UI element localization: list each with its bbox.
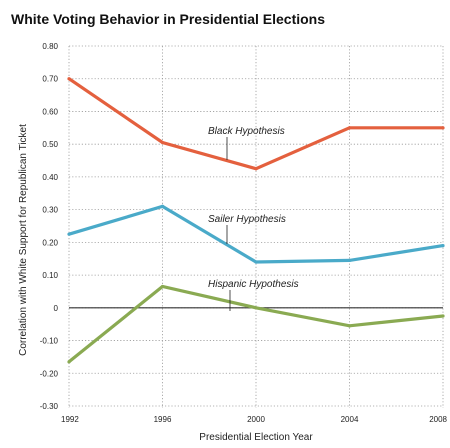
y-tick-label: 0.50 (42, 140, 58, 149)
x-axis-ticks: 1992 1996 2000 2004 2008 (61, 415, 448, 424)
y-tick-label: -0.10 (40, 337, 59, 346)
data-point (254, 306, 258, 310)
data-point (347, 126, 352, 130)
data-point (347, 324, 352, 328)
x-axis-label: Presidential Election Year (199, 432, 313, 443)
data-point (254, 260, 258, 264)
y-tick-label: 0.30 (42, 206, 58, 215)
chart-title: White Voting Behavior in Presidential El… (11, 11, 325, 27)
data-point (160, 284, 165, 289)
y-tick-label: 0 (54, 304, 59, 313)
annotation-label: Sailer Hypothesis (208, 214, 286, 225)
data-point (67, 232, 71, 236)
x-tick-label: 2004 (341, 415, 359, 424)
annotation-label: Hispanic Hypothesis (208, 279, 299, 290)
y-tick-label: -0.20 (40, 369, 59, 378)
y-tick-label: 0.60 (42, 107, 58, 116)
data-point (441, 314, 445, 318)
data-point (67, 360, 71, 364)
y-tick-label: 0.80 (42, 42, 58, 51)
data-point (441, 244, 445, 248)
data-point (160, 204, 165, 208)
grid (68, 45, 444, 408)
y-tick-label: -0.30 (40, 402, 59, 411)
y-tick-label: 0.20 (42, 238, 58, 247)
y-axis-ticks: 0.80 0.70 0.60 0.50 0.40 0.30 0.20 0.10 0 -0.10 -0… (40, 42, 59, 411)
y-tick-label: 0.10 (42, 271, 58, 280)
annotations: Black Hypothesis Sailer Hypothesis Hispani… (208, 126, 299, 311)
x-tick-label: 2000 (247, 415, 265, 424)
y-tick-label: 0.70 (42, 75, 58, 84)
series-lines (67, 77, 445, 364)
data-point (441, 126, 445, 130)
data-point (67, 77, 71, 81)
y-tick-label: 0.40 (42, 173, 58, 182)
y-axis-label: Correlation with White Support for Repub… (18, 124, 29, 356)
data-point (160, 140, 165, 145)
annotation-label: Black Hypothesis (208, 126, 285, 137)
data-point (254, 167, 258, 171)
x-tick-label: 1996 (154, 415, 172, 424)
x-tick-label: 2008 (429, 415, 447, 424)
data-point (347, 258, 352, 262)
x-tick-label: 1992 (61, 415, 79, 424)
